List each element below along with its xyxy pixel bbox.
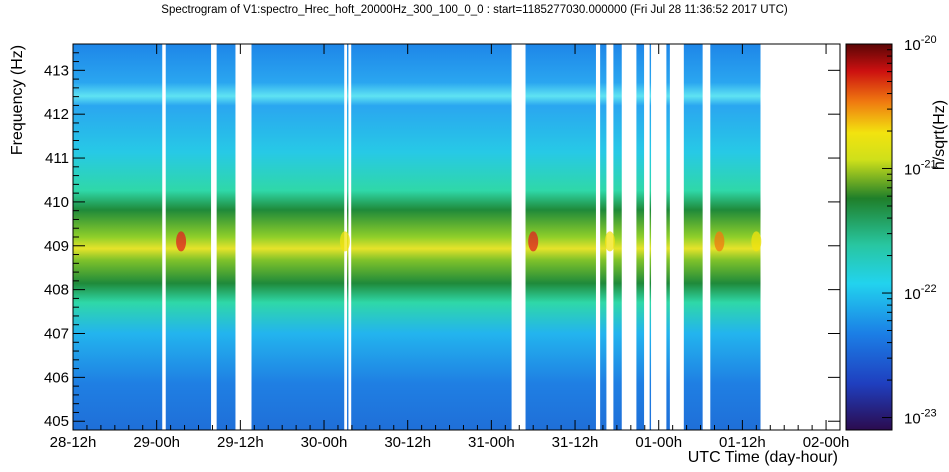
x-tick-label: 28-12h — [50, 434, 97, 451]
x-tick-label: 31-00h — [468, 434, 515, 451]
data-segment — [73, 44, 163, 430]
y-axis: 405 406 407 408 409 410 411 412 413 — [44, 43, 840, 430]
chart-title: Spectrogram of V1:spectro_Hrec_hoft_2000… — [161, 4, 788, 16]
x-tick-label: 02-00h — [803, 434, 850, 451]
y-tick-label: 405 — [44, 413, 69, 430]
x-axis: 28-12h 29-00h 29-12h 30-00h 30-12h 31-00h 31-1… — [50, 44, 850, 451]
hotspot-mark — [528, 231, 539, 252]
y-tick-label: 410 — [44, 194, 69, 211]
spectrogram-hotspots — [176, 231, 762, 252]
y-tick-label: 406 — [44, 369, 69, 386]
x-tick-label: 30-12h — [384, 434, 431, 451]
colorbar-tick-label: 10-20 — [904, 34, 937, 54]
hotspot-mark — [714, 231, 725, 252]
data-segment — [649, 44, 652, 430]
y-tick-label: 408 — [44, 282, 69, 299]
x-tick-label: 01-12h — [719, 434, 766, 451]
x-tick-label: 29-12h — [217, 434, 264, 451]
data-segment — [613, 44, 622, 430]
data-segment — [683, 44, 703, 430]
hotspot-mark — [176, 231, 187, 252]
hotspot-mark — [604, 231, 615, 252]
data-segment — [251, 44, 345, 430]
spectrogram-segments — [73, 44, 761, 430]
y-tick-label: 407 — [44, 326, 69, 343]
colorbar-frame — [845, 43, 893, 431]
data-segment — [636, 44, 645, 430]
colorbar-tick-label: 10-23 — [904, 408, 937, 428]
y-tick-label: 411 — [45, 150, 69, 167]
colorbar — [846, 44, 892, 430]
y-tick-label: 413 — [44, 62, 69, 79]
colorbar-title: h/sqrt(Hz) — [931, 100, 948, 170]
colorbar-tick-label: 10-22 — [904, 283, 937, 303]
x-axis-title: UTC Time (day-hour) — [688, 449, 838, 466]
data-segment — [600, 44, 607, 430]
hotspot-mark — [751, 231, 762, 252]
data-segment — [666, 44, 670, 430]
colorbar-axis: 10-20 10-21 10-22 10-23 — [882, 34, 937, 428]
colorbar-tick-label: 10-21 — [904, 159, 937, 179]
data-segment — [165, 44, 212, 430]
x-tick-label: 31-12h — [552, 434, 599, 451]
y-axis-title: Frequency (Hz) — [9, 45, 26, 155]
y-tick-label: 412 — [44, 106, 69, 123]
data-segment — [351, 44, 512, 430]
data-segment — [216, 44, 236, 430]
hotspot-mark — [339, 231, 350, 252]
x-tick-label: 01-00h — [635, 434, 682, 451]
x-tick-label: 30-00h — [301, 434, 348, 451]
x-tick-label: 29-00h — [133, 434, 180, 451]
y-tick-label: 409 — [44, 238, 69, 255]
